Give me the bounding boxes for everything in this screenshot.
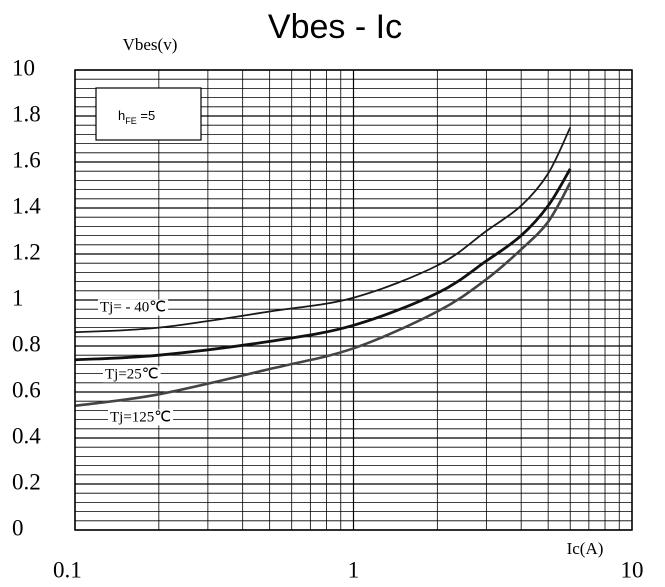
annotation-main: h [118, 108, 125, 123]
y-tick-label: 1.8 [12, 101, 41, 126]
series-label-bg [108, 409, 174, 426]
x-tick-label: 10 [621, 557, 644, 582]
y-tick-label: 0 [12, 515, 24, 540]
plot-frame [74, 69, 633, 531]
y-axis-label: Vbes(v) [123, 35, 178, 54]
x-tick-label: 1 [348, 557, 360, 582]
y-tick-label: 10 [12, 55, 35, 80]
x-axis-label: Ic(A) [567, 539, 604, 558]
series-line [74, 127, 572, 334]
series-line [74, 182, 572, 408]
y-tick-label: 1.2 [12, 239, 41, 264]
annotation-rest: =5 [137, 108, 155, 123]
series-label: Tj=25℃ [105, 366, 159, 382]
series-line [74, 168, 572, 362]
y-tick-label: 1.4 [12, 193, 41, 218]
curves [74, 127, 572, 408]
annotation-sub: FE [125, 116, 137, 126]
series-label-bg [103, 366, 161, 383]
series-label: Tj= - 40℃ [100, 299, 166, 315]
chart-title: Vbes - Ic [268, 8, 402, 46]
y-tick-label: 0.2 [12, 469, 41, 494]
x-tick-label: 0.1 [53, 557, 82, 582]
y-tick-label: 1 [12, 285, 24, 310]
y-tick-label: 0.4 [12, 423, 41, 448]
annotation: hFE =5 [118, 108, 155, 126]
labels: Tj= - 40℃ Tj=25℃ Tj=125℃ [98, 299, 174, 426]
annotation-box [95, 87, 202, 141]
y-tick-label: 0.8 [12, 331, 41, 356]
grid [74, 69, 633, 531]
y-tick-label: 0.6 [12, 377, 41, 402]
y-tick-label: 1.6 [12, 147, 41, 172]
series-label: Tj=125℃ [110, 409, 171, 425]
series-label-bg [98, 299, 169, 316]
